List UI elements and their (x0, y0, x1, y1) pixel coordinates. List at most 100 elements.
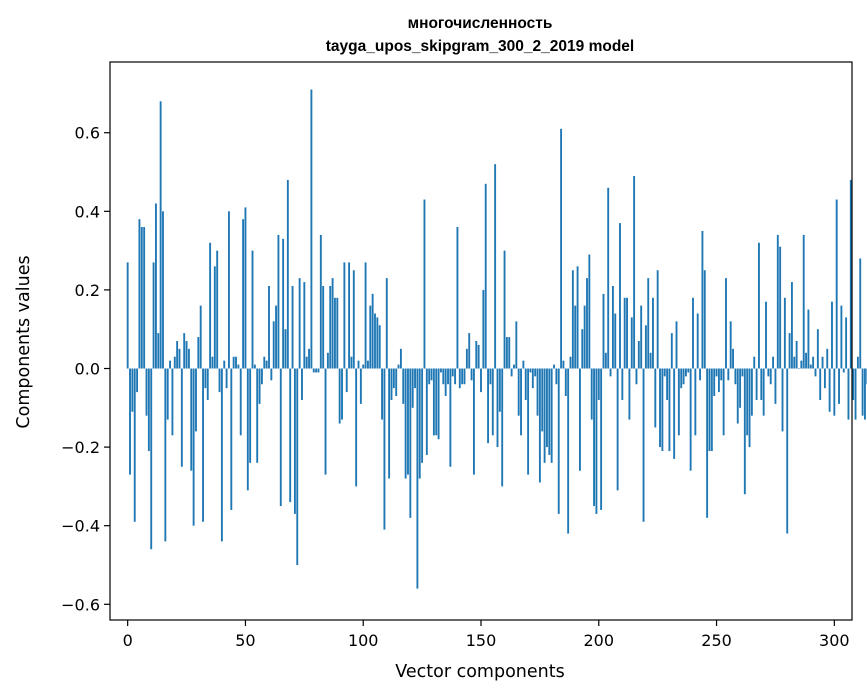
bar-313 (864, 368, 866, 420)
bar-139 (454, 368, 457, 385)
bar-205 (609, 368, 612, 377)
bar-133 (440, 368, 442, 373)
bar-170 (527, 368, 530, 475)
bar-281 (788, 333, 791, 369)
bar-7 (143, 227, 146, 369)
bar-121 (411, 368, 414, 408)
bar-61 (270, 368, 273, 381)
bar-285 (798, 368, 800, 370)
bar-94 (348, 262, 351, 369)
bar-181 (553, 364, 555, 369)
bar-175 (538, 368, 541, 483)
bar-1 (129, 368, 131, 475)
bar-147 (472, 368, 475, 475)
bar-251 (717, 368, 720, 393)
bar-98 (357, 360, 360, 369)
bar-119 (407, 368, 409, 475)
bar-277 (779, 246, 782, 369)
bar-68 (286, 179, 289, 369)
bar-226 (659, 368, 661, 448)
bar-239 (689, 368, 692, 471)
bar-200 (597, 368, 600, 400)
bar-47 (237, 364, 240, 369)
bar-15 (162, 211, 164, 369)
bar-275 (774, 368, 777, 404)
bar-211 (623, 297, 626, 369)
bar-20 (173, 356, 176, 369)
bar-259 (736, 368, 739, 424)
bar-55 (256, 368, 259, 463)
bar-222 (649, 352, 652, 369)
bar-99 (359, 368, 362, 404)
bar-91 (341, 368, 343, 420)
bar-3 (133, 368, 136, 522)
bar-214 (630, 317, 633, 369)
bar-156 (494, 164, 497, 369)
bar-161 (505, 337, 508, 369)
bar-130 (432, 368, 435, 436)
bar-51 (246, 368, 249, 491)
bar-142 (461, 368, 464, 385)
bar-176 (541, 368, 544, 432)
bar-140 (456, 227, 459, 369)
bar-302 (838, 368, 840, 404)
bar-268 (758, 242, 760, 369)
bar-122 (414, 368, 416, 389)
bar-250 (715, 368, 718, 377)
bar-25 (185, 341, 188, 369)
bar-19 (171, 368, 174, 436)
bar-116 (399, 348, 402, 369)
bar-279 (783, 297, 786, 369)
bar-43 (228, 211, 230, 369)
y-tick-label-2: −0.2 (61, 438, 100, 457)
bar-97 (355, 368, 358, 487)
bar-261 (741, 368, 744, 377)
bar-198 (593, 368, 595, 507)
bar-236 (682, 368, 685, 385)
bar-157 (496, 368, 499, 448)
bar-191 (576, 266, 579, 369)
bar-237 (684, 368, 687, 377)
bar-35 (209, 242, 212, 369)
bar-5 (138, 219, 141, 369)
bar-312 (861, 368, 864, 416)
bar-53 (251, 250, 254, 369)
bar-208 (616, 368, 619, 491)
bar-32 (202, 368, 204, 522)
bar-52 (249, 368, 252, 463)
bar-265 (750, 368, 753, 416)
bar-294 (819, 368, 822, 400)
bar-38 (216, 250, 219, 369)
bar-103 (369, 305, 372, 369)
bar-62 (272, 321, 275, 369)
bar-109 (383, 368, 386, 530)
bar-67 (284, 329, 287, 369)
bar-232 (673, 368, 676, 459)
bar-22 (178, 348, 181, 369)
bar-87 (331, 278, 334, 369)
bar-231 (670, 333, 673, 369)
bar-101 (364, 262, 367, 369)
bar-196 (588, 254, 591, 369)
bar-96 (352, 270, 355, 369)
bar-34 (206, 368, 209, 400)
bar-84 (324, 368, 327, 475)
bar-85 (326, 352, 329, 369)
bar-260 (739, 368, 742, 408)
bar-293 (816, 329, 819, 369)
bar-102 (366, 360, 369, 369)
bar-300 (833, 368, 836, 416)
bar-297 (826, 348, 829, 369)
bar-80 (315, 368, 318, 373)
bar-180 (550, 368, 553, 463)
bar-146 (470, 368, 473, 381)
bar-110 (385, 278, 388, 369)
bar-24 (183, 333, 186, 369)
bar-0 (126, 262, 129, 369)
bar-286 (800, 360, 803, 369)
bar-182 (555, 368, 558, 385)
bar-41 (223, 360, 226, 369)
bar-123 (416, 368, 419, 589)
bar-60 (268, 285, 270, 369)
bar-165 (515, 321, 518, 369)
